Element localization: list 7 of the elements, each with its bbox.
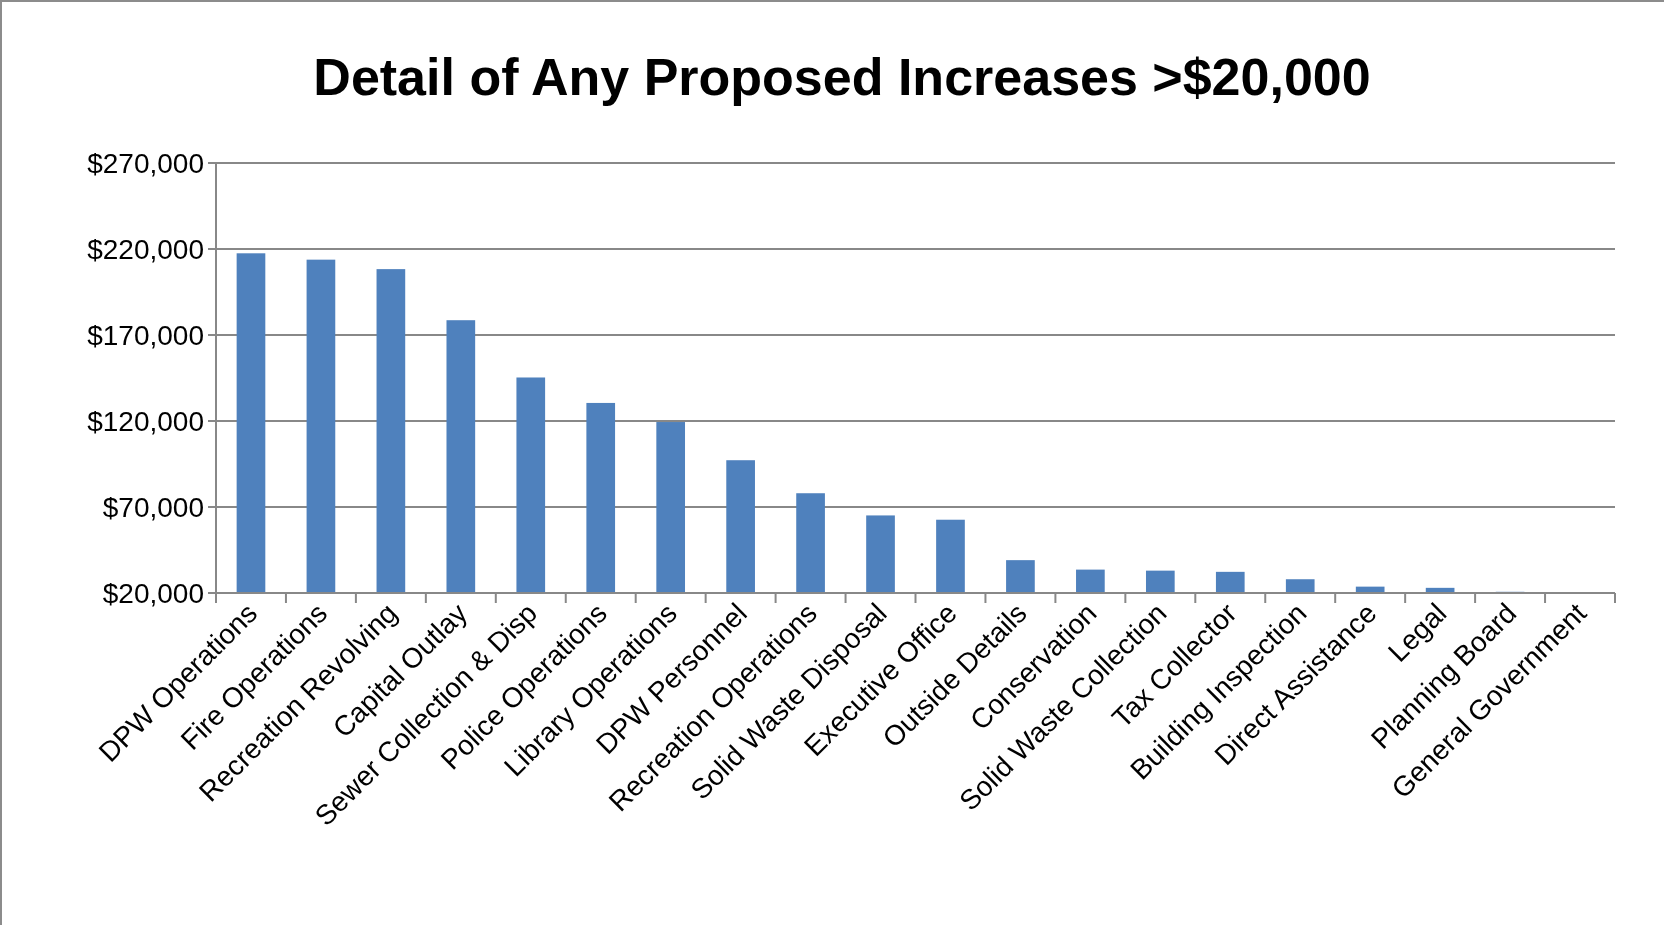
y-tick-label: $170,000 bbox=[87, 319, 204, 351]
y-tick-label: $20,000 bbox=[102, 577, 204, 609]
y-tick-label: $270,000 bbox=[87, 147, 204, 179]
y-tick-label: $120,000 bbox=[87, 405, 204, 437]
y-tick-label: $220,000 bbox=[87, 233, 204, 265]
chart-title: Detail of Any Proposed Increases >$20,000 bbox=[313, 48, 1371, 106]
y-tick-label: $70,000 bbox=[102, 491, 204, 523]
